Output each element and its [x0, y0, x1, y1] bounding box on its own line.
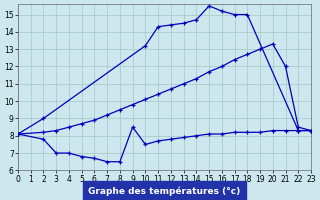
X-axis label: Graphe des températures (°c): Graphe des températures (°c) [88, 186, 241, 196]
